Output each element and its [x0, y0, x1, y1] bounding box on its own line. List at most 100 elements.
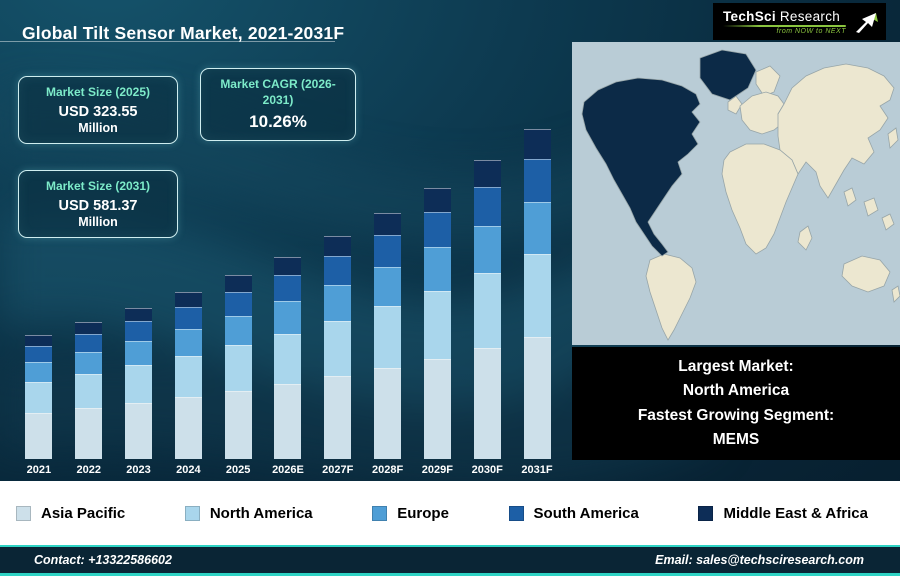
bar-column-2031F: 2031F [512, 112, 562, 478]
legend-item: North America [184, 505, 313, 522]
legend-item: Asia Pacific [16, 505, 125, 522]
x-axis-label: 2023 [126, 464, 151, 476]
x-axis-label: 2024 [176, 464, 201, 476]
bar-segment [274, 274, 302, 302]
bar-stack [75, 321, 103, 459]
bar-segment [125, 307, 153, 322]
bar-stack [174, 292, 202, 459]
bar-column-2030F: 2030F [462, 112, 512, 478]
bar-segment [75, 373, 103, 409]
bar-segment [324, 255, 352, 285]
legend-swatch [372, 505, 388, 521]
market-size-2025-box: Market Size (2025) USD 323.55 Million [18, 76, 178, 144]
bar-stack [523, 129, 551, 459]
footer-contact: Contact: +13322586602 [34, 553, 172, 567]
bar-stack [473, 159, 501, 459]
bar-segment [224, 345, 252, 391]
bar-column-2021: 2021 [14, 112, 64, 478]
bar-segment [324, 284, 352, 321]
bar-segment [174, 328, 202, 356]
bar-segment [174, 292, 202, 308]
callout-largest-market-label: Largest Market: [678, 358, 794, 376]
bar-segment [25, 345, 53, 363]
map-australia [841, 255, 891, 293]
bar-segment [473, 186, 501, 226]
market-cagr-value: 10.26% [249, 112, 307, 132]
bar-segment [324, 320, 352, 377]
legend-swatch [184, 505, 200, 521]
x-axis-label: 2025 [225, 464, 251, 476]
bar-chart: 2021 2022 2023 2024 2025 2026E 2027F 2028F 2029F… [14, 112, 562, 478]
techsci-logo: TechSci Research from NOW to NEXT [713, 3, 886, 40]
legend-item: South America [508, 504, 639, 522]
callout-largest-market-value: North America [682, 382, 790, 400]
chart-legend: Asia Pacific North America Europe South Ame… [0, 481, 900, 545]
x-axis-label: 2028F [371, 464, 404, 476]
bar-segment [75, 408, 103, 459]
bar-segment [25, 381, 53, 413]
legend-label: Asia Pacific [41, 504, 126, 522]
legend-label: South America [533, 504, 639, 522]
bar-segment [25, 413, 53, 459]
bar-segment [473, 273, 501, 349]
bar-segment [224, 315, 252, 346]
map-madagascar [797, 225, 813, 251]
map-scandinavia [755, 65, 781, 97]
bar-segment [423, 212, 451, 248]
bar-column-2022: 2022 [64, 112, 114, 478]
page-title: Global Tilt Sensor Market, 2021-2031F [22, 22, 345, 43]
map-highlight-north-america [581, 49, 757, 257]
bar-column-2023: 2023 [114, 112, 164, 478]
map-africa [721, 143, 799, 255]
bar-segment [374, 267, 402, 307]
bar-segment [374, 235, 402, 268]
logo-brand-primary: TechSci [723, 8, 776, 24]
bar-segment [473, 348, 501, 459]
market-size-2031-box: Market Size (2031) USD 581.37 Million [18, 170, 178, 238]
bar-stack [224, 275, 252, 459]
bar-segment [174, 355, 202, 398]
map-japan [887, 127, 899, 149]
bar-stack [125, 307, 153, 459]
map-greenland [699, 49, 757, 101]
bar-stack [374, 212, 402, 459]
logo-swoosh [723, 24, 846, 27]
bar-segment [523, 129, 551, 159]
map-callout: Largest Market: North America Fastest Gr… [572, 347, 900, 460]
bar-segment [174, 397, 202, 459]
bar-segment [523, 201, 551, 255]
market-cagr-title: Market CAGR (2026-2031) [220, 77, 336, 107]
bar-segment [473, 159, 501, 187]
bar-segment [374, 306, 402, 368]
bar-segment [324, 235, 352, 256]
bar-segment [473, 225, 501, 274]
footer-email: Email: sales@techsciresearch.com [655, 553, 864, 567]
bar-column-2028F: 2028F [363, 112, 413, 478]
bar-segment [125, 321, 153, 341]
callout-fastest-segment-value: MEMS [712, 430, 760, 448]
bar-segment [75, 321, 103, 335]
market-size-2025-unit: Million [78, 120, 118, 135]
bar-stack [423, 187, 451, 459]
market-size-2025-value: USD 323.55 [58, 103, 138, 120]
bar-segment [224, 275, 252, 292]
x-axis-label: 2030F [471, 464, 503, 476]
bar-segment [224, 291, 252, 316]
market-size-2031-title: Market Size (2031) [45, 179, 151, 193]
bar-column-2026E: 2026E [263, 112, 313, 478]
legend-label: Middle East & Africa [723, 504, 868, 522]
world-map [572, 42, 900, 345]
bar-segment [274, 333, 302, 385]
bar-segment [423, 187, 451, 213]
logo-brand-secondary: Research [779, 8, 841, 24]
bar-column-2029F: 2029F [413, 112, 463, 478]
bar-stack [324, 235, 352, 459]
bar-segment [75, 334, 103, 352]
bar-stack [274, 256, 302, 459]
bar-segment [25, 334, 53, 346]
bar-segment [274, 256, 302, 275]
legend-item: Middle East & Africa [698, 504, 868, 522]
legend-item: Europe [372, 505, 449, 522]
bar-segment [224, 391, 252, 459]
callout-fastest-segment-label: Fastest Growing Segment: [637, 406, 835, 424]
